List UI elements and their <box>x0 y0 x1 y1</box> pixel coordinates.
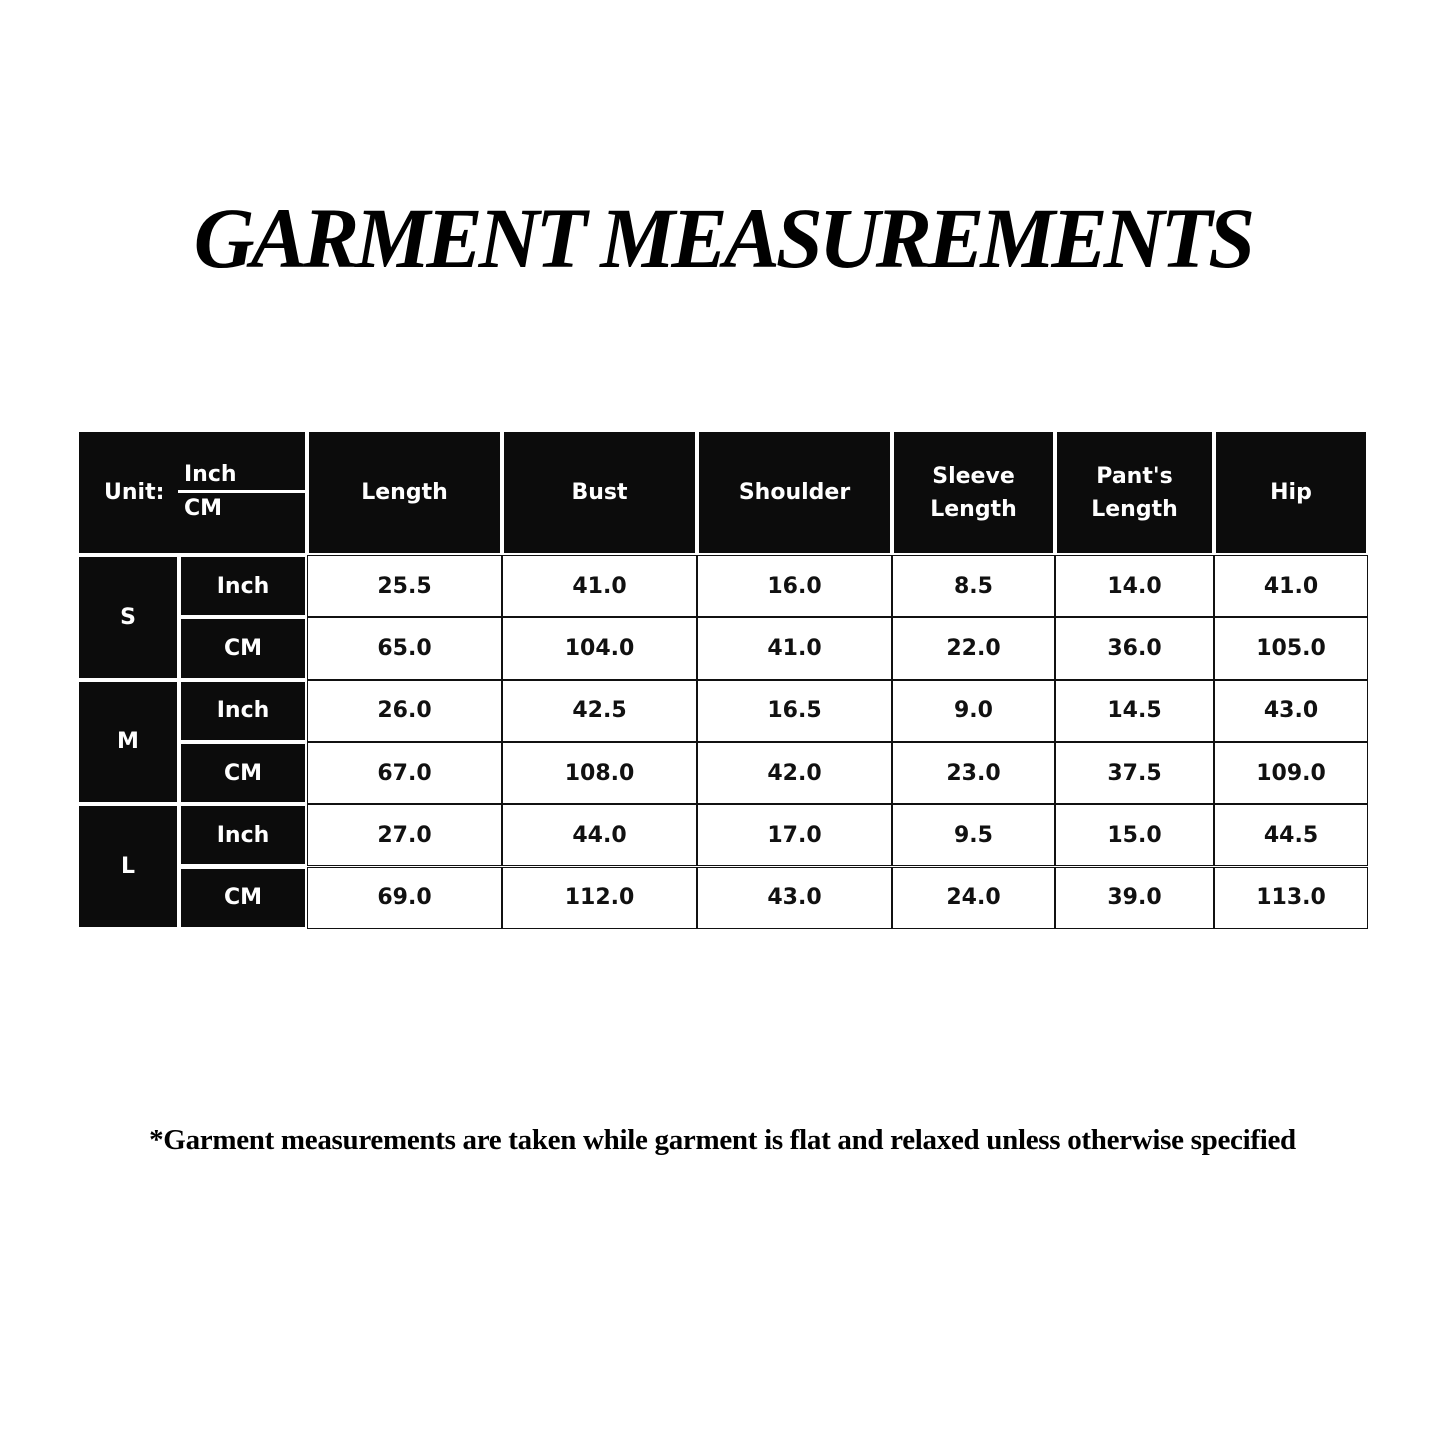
unit-label: Unit: <box>104 480 165 505</box>
measurement-cell: 44.0 <box>502 804 697 867</box>
measurement-cell: 23.0 <box>892 741 1055 805</box>
measurement-cell: 44.5 <box>1214 804 1368 867</box>
footnote: *Garment measurements are taken while ga… <box>149 1124 1296 1156</box>
column-header: Shoulder <box>697 430 892 555</box>
size-label: L <box>77 804 179 929</box>
measurement-cell: 14.0 <box>1055 555 1214 618</box>
measurement-cell: 41.0 <box>502 555 697 618</box>
measurement-cell: 25.5 <box>307 555 502 618</box>
unit-label-cell: Inch <box>179 679 307 742</box>
measurement-cell: 108.0 <box>502 741 697 805</box>
unit-divider <box>178 490 306 493</box>
unit-label-cell: CM <box>179 617 307 680</box>
measurement-cell: 16.5 <box>697 679 892 742</box>
measurement-cell: 8.5 <box>892 555 1055 618</box>
measurement-cell: 69.0 <box>307 866 502 929</box>
measurement-cell: 17.0 <box>697 804 892 867</box>
column-header: Sleeve Length <box>892 430 1055 555</box>
measurement-cell: 67.0 <box>307 741 502 805</box>
measurement-cell: 43.0 <box>1214 679 1368 742</box>
measurement-cell: 15.0 <box>1055 804 1214 867</box>
measurement-cell: 26.0 <box>307 679 502 742</box>
measurement-cell: 22.0 <box>892 617 1055 680</box>
measurement-cell: 9.0 <box>892 679 1055 742</box>
column-header: Length <box>307 430 502 555</box>
measurement-cell: 16.0 <box>697 555 892 618</box>
measurement-cell: 41.0 <box>1214 555 1368 618</box>
measurement-cell: 105.0 <box>1214 617 1368 680</box>
measurement-cell: 113.0 <box>1214 866 1368 929</box>
measurement-cell: 37.5 <box>1055 741 1214 805</box>
column-header: Bust <box>502 430 697 555</box>
measurement-cell: 39.0 <box>1055 866 1214 929</box>
measurement-cell: 104.0 <box>502 617 697 680</box>
measurement-cell: 36.0 <box>1055 617 1214 680</box>
unit-inch-label: Inch <box>184 462 237 487</box>
measurement-cell: 43.0 <box>697 866 892 929</box>
measurement-cell: 42.0 <box>697 741 892 805</box>
unit-label-cell: Inch <box>179 804 307 867</box>
measurement-cell: 27.0 <box>307 804 502 867</box>
measurement-cell: 24.0 <box>892 866 1055 929</box>
unit-label-cell: CM <box>179 866 307 929</box>
measurement-cell: 9.5 <box>892 804 1055 867</box>
measurement-cell: 112.0 <box>502 866 697 929</box>
column-header: Pant's Length <box>1055 430 1214 555</box>
size-label: S <box>77 555 179 680</box>
size-label: M <box>77 679 179 805</box>
measurement-cell: 65.0 <box>307 617 502 680</box>
measurement-cell: 41.0 <box>697 617 892 680</box>
unit-label-cell: Inch <box>179 555 307 618</box>
unit-cm-label: CM <box>184 496 223 521</box>
unit-label-cell: CM <box>179 741 307 805</box>
page-title: GARMENT MEASUREMENTS <box>193 190 1255 286</box>
measurement-cell: 14.5 <box>1055 679 1214 742</box>
measurement-cell: 109.0 <box>1214 741 1368 805</box>
column-header: Hip <box>1214 430 1368 555</box>
measurement-cell: 42.5 <box>502 679 697 742</box>
